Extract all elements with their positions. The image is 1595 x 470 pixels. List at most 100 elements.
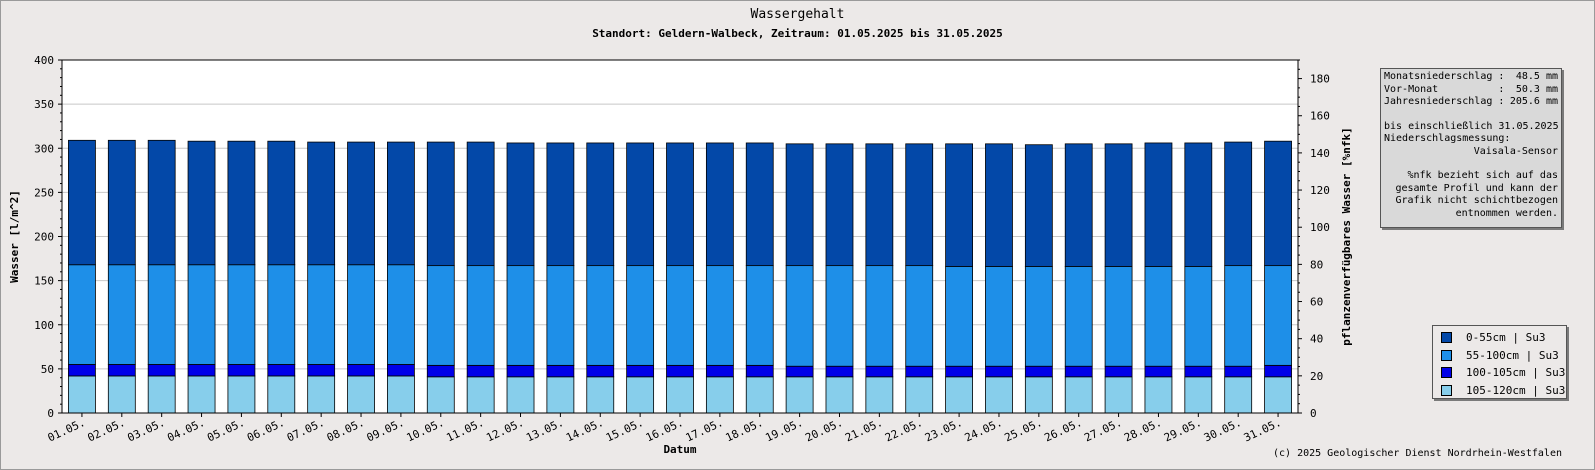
bar-segment — [426, 141, 455, 267]
bar-segment — [785, 365, 814, 378]
bar-segment — [745, 265, 774, 366]
monthly-precip-value: 48.5 mm — [1515, 71, 1558, 82]
bar-segment — [945, 376, 973, 414]
x-tick-label: 26.05. — [1042, 416, 1084, 445]
bar-segment — [705, 364, 734, 378]
bar-segment — [466, 265, 495, 366]
previous-month-label: Vor-Monat : — [1384, 83, 1505, 95]
bar-segment — [107, 364, 136, 377]
bar-segment — [1184, 376, 1213, 414]
bar-segment — [1104, 365, 1133, 378]
bar-segment — [267, 375, 296, 414]
bar-segment — [905, 376, 934, 414]
bar-segment — [1184, 266, 1213, 367]
bar-segment — [506, 364, 535, 378]
x-tick-label: 04.05. — [165, 416, 207, 445]
bar-segment — [506, 376, 535, 414]
bar-segment — [945, 365, 973, 378]
yearly-precip-value: 205.6 mm — [1509, 96, 1558, 107]
bar-segment — [227, 364, 256, 377]
bar-segment — [307, 375, 336, 414]
bar-segment — [1144, 266, 1173, 367]
x-tick-label: 06.05. — [245, 416, 287, 445]
bar-segment — [586, 364, 615, 378]
bar-segment — [466, 376, 495, 414]
bar-segment — [705, 265, 734, 366]
bar-segment — [426, 265, 455, 366]
bar-segment — [107, 375, 136, 414]
legend-item: 105-120cm | Su3 — [1441, 382, 1566, 400]
bar-segment — [626, 364, 655, 378]
legend-swatch — [1441, 367, 1452, 379]
x-tick-label: 13.05. — [524, 416, 566, 445]
bar-segment — [985, 266, 1013, 367]
x-tick-label: 12.05. — [484, 416, 526, 445]
bar-segment — [705, 376, 734, 414]
bar-segment — [905, 143, 934, 267]
x-tick-label: 08.05. — [325, 416, 367, 445]
bar-segment — [666, 364, 694, 378]
y-tick-label: 400 — [34, 54, 54, 67]
legend-label: 105-120cm | Su3 — [1466, 383, 1566, 397]
bar-segment — [1264, 376, 1292, 414]
bar-segment — [187, 375, 216, 414]
bar-segment — [466, 364, 495, 378]
bar-segment — [147, 364, 176, 377]
y-tick-label: 0 — [47, 407, 54, 420]
bar-segment — [307, 264, 336, 365]
sensor-name: Vaisala-Sensor — [1473, 145, 1558, 157]
bar-segment — [1224, 141, 1253, 267]
bar-segment — [1024, 144, 1053, 267]
y-axis-title: Wasser [l/m^2] — [8, 190, 21, 283]
legend-item: 100-105cm | Su3 — [1441, 364, 1566, 382]
bar-segment — [905, 365, 934, 378]
bar-segment — [1024, 365, 1053, 378]
bar-segment — [905, 265, 934, 367]
y2-tick-label: 0 — [1310, 407, 1317, 420]
bar-segment — [1224, 376, 1253, 414]
bar-segment — [1184, 142, 1213, 267]
legend-label: 0-55cm | Su3 — [1466, 331, 1546, 345]
x-axis-title: Datum — [663, 443, 696, 456]
x-tick-label: 28.05. — [1122, 416, 1164, 445]
x-tick-label: 17.05. — [684, 416, 726, 445]
bar-segment — [1264, 364, 1292, 378]
y-tick-label: 200 — [34, 231, 54, 244]
yearly-precip-label: Jahresniederschlag : — [1384, 96, 1505, 107]
y-tick-label: 350 — [34, 98, 54, 111]
bar-segment — [865, 376, 894, 414]
monthly-precip-label: Monatsniederschlag : — [1384, 71, 1505, 82]
bar-segment — [147, 375, 176, 414]
bar-segment — [745, 142, 774, 267]
bar-segment — [825, 365, 854, 378]
bar-segment — [626, 265, 655, 366]
x-tick-label: 05.05. — [205, 416, 247, 445]
bar-segment — [1064, 266, 1093, 367]
x-tick-label: 02.05. — [86, 416, 128, 445]
x-tick-label: 03.05. — [125, 416, 167, 445]
nfk-note-line-2: gesamte Profil und kann der — [1395, 182, 1558, 194]
legend-item: 0-55cm | Su3 — [1441, 329, 1566, 347]
bar-segment — [666, 265, 694, 366]
y-tick-label: 50 — [41, 363, 54, 376]
bar-segment — [147, 264, 176, 365]
bar-segment — [227, 375, 256, 414]
legend-swatch — [1441, 384, 1452, 396]
x-tick-label: 31.05. — [1242, 416, 1284, 445]
legend-label: 55-100cm | Su3 — [1466, 348, 1559, 362]
bar-segment — [825, 143, 854, 267]
y-tick-label: 150 — [34, 275, 54, 288]
legend-swatch — [1441, 349, 1452, 361]
x-tick-label: 27.05. — [1082, 416, 1124, 445]
bar-segment — [626, 376, 655, 414]
copyright-text: (c) 2025 Geologischer Dienst Nordrhein-W… — [1273, 448, 1562, 459]
x-tick-label: 25.05. — [1003, 416, 1045, 445]
bar-segment — [387, 375, 415, 414]
x-tick-label: 20.05. — [803, 416, 845, 445]
x-tick-label: 29.05. — [1162, 416, 1204, 445]
bar-segment — [586, 376, 615, 414]
bar-segment — [1064, 376, 1093, 414]
bar-segment — [1264, 265, 1292, 366]
bar-segment — [387, 264, 415, 365]
bar-segment — [267, 140, 296, 266]
